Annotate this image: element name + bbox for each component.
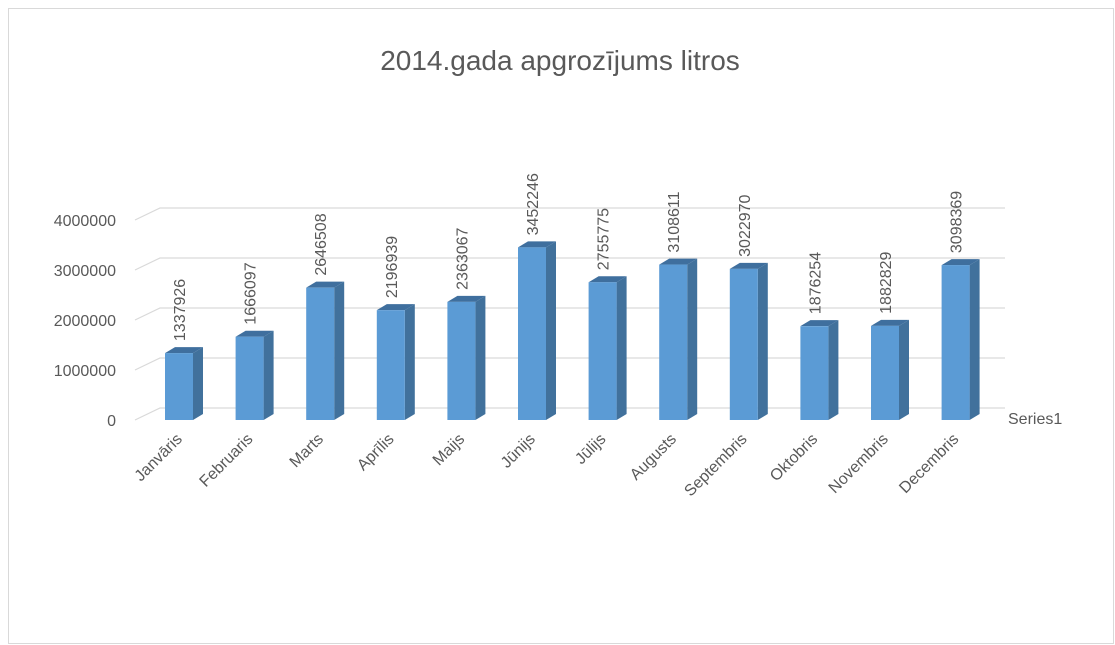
bar-side [546, 241, 556, 420]
bar [800, 326, 829, 420]
bar [659, 264, 688, 420]
bar [235, 336, 264, 420]
bar [518, 247, 546, 420]
chart-border [8, 8, 1114, 644]
data-label: 2755775 [596, 208, 613, 270]
data-label: 2363067 [454, 227, 471, 289]
bar-top [800, 320, 839, 327]
bar [729, 268, 758, 420]
chart-title: 2014.gada apgrozījums litros [380, 45, 740, 76]
bar [941, 265, 970, 420]
bar-side [263, 330, 274, 420]
y-tick-label: 4000000 [54, 213, 116, 230]
bar [447, 301, 476, 420]
bar-side [687, 258, 698, 420]
bar-top [165, 347, 203, 354]
bar-side [616, 276, 627, 420]
bar-top [659, 258, 698, 265]
bar-side [757, 262, 768, 420]
y-tick-label: 2000000 [54, 313, 116, 330]
y-tick-label: 0 [107, 413, 116, 430]
data-label: 1666097 [243, 262, 260, 324]
bar-top [518, 241, 556, 248]
bar-side [969, 259, 980, 420]
bar [588, 282, 617, 420]
data-label: 2196939 [384, 236, 401, 298]
bar-side [404, 304, 415, 420]
y-tick-label: 3000000 [54, 263, 116, 280]
bar-side [334, 281, 345, 420]
bar-side [899, 319, 909, 420]
data-label: 3452246 [525, 173, 542, 235]
data-label: 1337926 [172, 279, 189, 341]
bar [376, 310, 405, 420]
data-label: 1876254 [807, 252, 824, 314]
grid-line [134, 307, 1005, 321]
bar [871, 325, 899, 420]
grid-line [134, 257, 1005, 271]
bar-side [828, 320, 839, 420]
bar-top [588, 276, 627, 283]
bar-side [475, 295, 486, 420]
bar-side [193, 347, 203, 420]
grid-line [134, 357, 1005, 371]
bar-top [447, 295, 486, 302]
data-label: 2646508 [313, 213, 330, 275]
bar [306, 287, 335, 420]
data-label: 3098369 [949, 191, 966, 253]
y-tick-label: 1000000 [54, 363, 116, 380]
series-axis-label: Series1 [1008, 411, 1062, 428]
bar [165, 353, 193, 420]
grid-line [134, 207, 1005, 221]
bar-top [729, 262, 768, 269]
bar-top [871, 319, 909, 326]
bar-top [941, 259, 980, 266]
bar-top [235, 330, 274, 337]
bar-top [306, 281, 345, 288]
grid-line [134, 407, 1005, 421]
data-label: 3022970 [737, 194, 754, 256]
data-label: 1882829 [878, 251, 895, 313]
data-label: 3108611 [666, 191, 683, 252]
bar-top [376, 304, 415, 311]
